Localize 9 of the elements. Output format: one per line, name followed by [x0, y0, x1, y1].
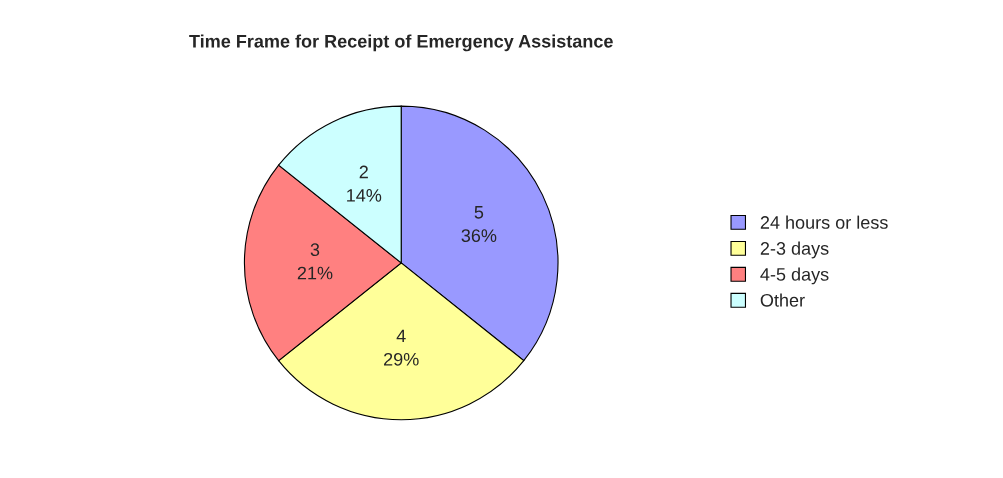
legend-label: 2-3 days [760, 241, 829, 259]
data-label: 3 21% [297, 243, 333, 280]
data-label: 2 14% [347, 165, 382, 202]
legend-label: 24 hours or less [760, 215, 888, 229]
chart-title: Time Frame for Receipt of Emergency Assistance [189, 34, 613, 52]
data-label: 4 29% [384, 329, 419, 366]
legend-label: 4-5 days [760, 267, 829, 285]
legend-label: Other [760, 293, 805, 307]
data-label: 5 36% [461, 206, 497, 243]
